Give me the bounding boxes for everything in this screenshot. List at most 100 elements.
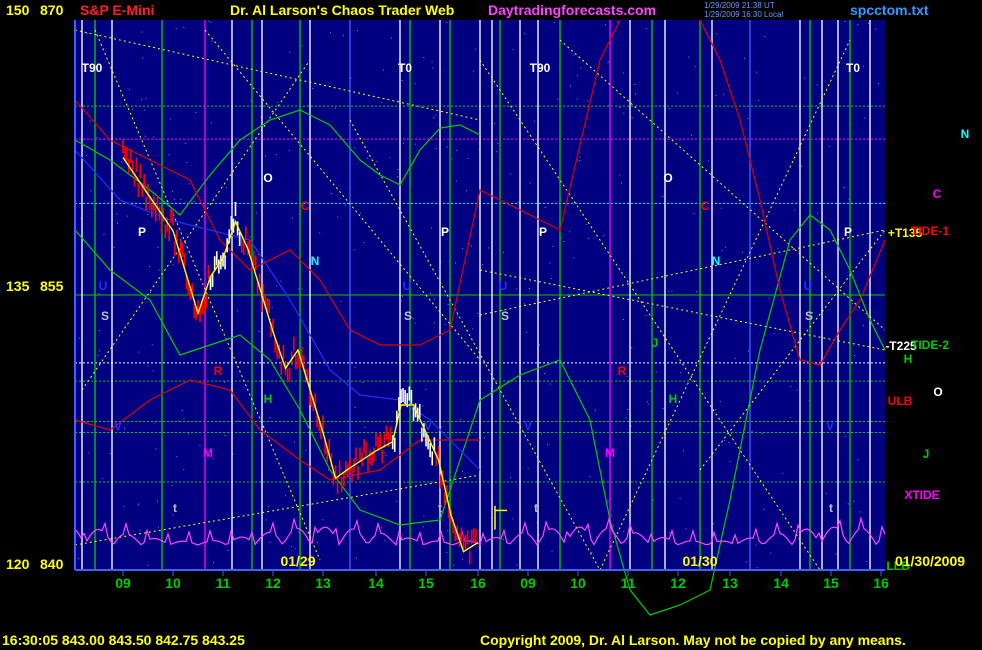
cycle-marker-day1: T90 <box>82 61 103 75</box>
star-dot <box>460 418 462 420</box>
star-dot <box>533 120 535 122</box>
right-axis-label: ULB <box>888 394 913 408</box>
star-dot <box>183 469 185 471</box>
star-dot <box>594 409 596 411</box>
star-dot <box>462 248 464 250</box>
cycle-marker-day2: N <box>712 254 721 268</box>
star-dot <box>149 266 151 268</box>
star-dot <box>157 500 159 502</box>
star-dot <box>551 550 553 552</box>
star-dot <box>98 330 100 332</box>
author-title: Dr. Al Larson's Chaos Trader Web <box>230 2 455 18</box>
cycle-marker-day2: R <box>618 364 627 378</box>
star-dot <box>401 295 403 297</box>
y-mid-left: 135 <box>6 278 30 294</box>
star-dot <box>175 234 177 236</box>
star-dot <box>462 470 464 472</box>
star-dot <box>275 154 277 156</box>
star-dot <box>516 564 518 566</box>
star-dot <box>291 546 293 548</box>
star-dot <box>412 317 414 319</box>
timestamp-ut: 1/29/2009 21:38 UT <box>704 1 775 10</box>
star-dot <box>690 134 692 136</box>
star-dot <box>289 51 291 53</box>
star-dot <box>258 254 260 256</box>
star-dot <box>650 390 652 392</box>
star-dot <box>512 518 514 520</box>
star-dot <box>348 531 350 533</box>
star-dot <box>510 476 512 478</box>
x-tick-label: 12 <box>265 575 281 591</box>
star-dot <box>853 500 855 502</box>
star-dot <box>142 57 144 59</box>
star-dot <box>353 249 355 251</box>
star-dot <box>462 558 464 560</box>
star-dot <box>477 312 479 314</box>
star-dot <box>211 40 213 42</box>
cycle-marker-extra: S <box>805 309 813 323</box>
cycle-marker-day1: U <box>99 279 108 293</box>
right-axis-label: H <box>904 352 913 366</box>
star-dot <box>685 528 687 530</box>
star-dot <box>743 57 745 59</box>
star-dot <box>557 98 559 100</box>
star-dot <box>693 213 695 215</box>
star-dot <box>579 159 581 161</box>
star-dot <box>186 162 188 164</box>
star-dot <box>862 325 864 327</box>
star-dot <box>312 87 314 89</box>
star-dot <box>495 151 497 153</box>
star-dot <box>828 145 830 147</box>
star-dot <box>680 372 682 374</box>
star-dot <box>342 35 344 37</box>
star-dot <box>233 202 235 204</box>
star-dot <box>645 28 647 30</box>
x-tick-label: 11 <box>216 575 231 591</box>
star-dot <box>512 48 514 50</box>
cycle-marker-extra: S <box>404 309 412 323</box>
star-dot <box>141 31 143 33</box>
star-dot <box>576 98 578 100</box>
star-dot <box>494 122 496 124</box>
right-axis-label: C <box>933 187 942 201</box>
star-dot <box>389 157 391 159</box>
tide-line <box>74 379 480 481</box>
star-dot <box>669 532 671 534</box>
star-dot <box>433 117 435 119</box>
star-dot <box>662 195 664 197</box>
star-dot <box>183 418 185 420</box>
star-dot <box>259 539 261 541</box>
star-dot <box>467 157 469 159</box>
star-dot <box>668 290 670 292</box>
star-dot <box>756 71 758 73</box>
star-dot <box>137 504 139 506</box>
star-dot <box>396 500 398 502</box>
star-dot <box>102 478 104 480</box>
site-link[interactable]: Daytradingforecasts.com <box>488 2 657 18</box>
cycle-marker-day1: t <box>173 501 177 515</box>
star-dot <box>319 232 321 234</box>
star-dot <box>470 245 472 247</box>
x-tick-label: 09 <box>520 575 536 591</box>
star-dot <box>580 67 582 69</box>
star-dot <box>859 511 861 513</box>
star-dot <box>176 456 178 458</box>
star-dot <box>298 531 300 533</box>
cycle-marker-day2: T0 <box>846 61 860 75</box>
star-dot <box>569 231 571 233</box>
star-dot <box>722 93 724 95</box>
star-dot <box>719 400 721 402</box>
star-dot <box>777 247 779 249</box>
x-tick-label: 16 <box>470 575 486 591</box>
star-dot <box>712 523 714 525</box>
star-dot <box>668 108 670 110</box>
star-dot <box>696 291 698 293</box>
star-dot <box>553 21 555 23</box>
right-axis-label: TIDE-1 <box>911 224 949 238</box>
star-dot <box>168 154 170 156</box>
star-dot <box>623 531 625 533</box>
xtide-line <box>74 516 886 546</box>
star-dot <box>337 216 339 218</box>
star-dot <box>185 143 187 145</box>
